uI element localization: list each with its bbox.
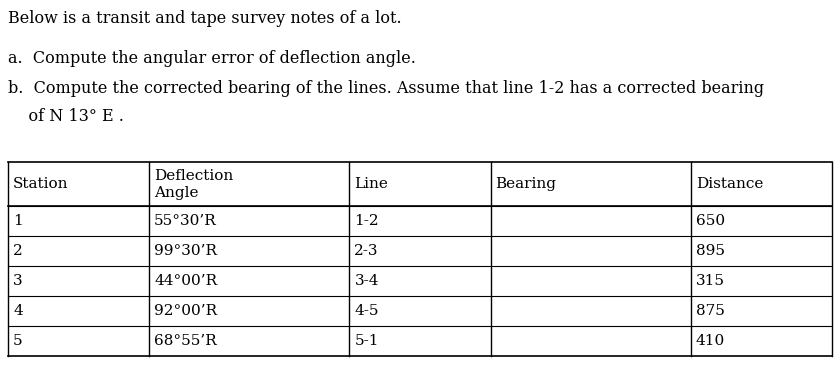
Text: Distance: Distance [696,177,764,191]
Text: 875: 875 [696,304,725,318]
Text: 4: 4 [13,304,23,318]
Text: Bearing: Bearing [496,177,557,191]
Text: b.  Compute the corrected bearing of the lines. Assume that line 1-2 has a corre: b. Compute the corrected bearing of the … [8,80,764,97]
Text: 410: 410 [696,334,725,348]
Text: Deflection: Deflection [154,169,234,183]
Text: 4-5: 4-5 [354,304,379,318]
Text: 44°00’R: 44°00’R [154,274,218,288]
Text: 92°00’R: 92°00’R [154,304,218,318]
Text: 2: 2 [13,244,23,258]
Text: 68°55’R: 68°55’R [154,334,217,348]
Text: of N 13° E .: of N 13° E . [8,108,123,125]
Text: 2-3: 2-3 [354,244,379,258]
Text: 55°30’R: 55°30’R [154,214,217,228]
Text: 650: 650 [696,214,725,228]
Text: 1: 1 [13,214,23,228]
Text: 99°30’R: 99°30’R [154,244,217,258]
Text: Station: Station [13,177,69,191]
Text: 3-4: 3-4 [354,274,379,288]
Text: Line: Line [354,177,388,191]
Text: 1-2: 1-2 [354,214,379,228]
Text: Angle: Angle [154,186,198,200]
Text: 895: 895 [696,244,725,258]
Text: 5: 5 [13,334,23,348]
Text: a.  Compute the angular error of deflection angle.: a. Compute the angular error of deflecti… [8,50,416,67]
Text: 5-1: 5-1 [354,334,379,348]
Text: Below is a transit and tape survey notes of a lot.: Below is a transit and tape survey notes… [8,10,402,27]
Text: 315: 315 [696,274,725,288]
Text: 3: 3 [13,274,23,288]
